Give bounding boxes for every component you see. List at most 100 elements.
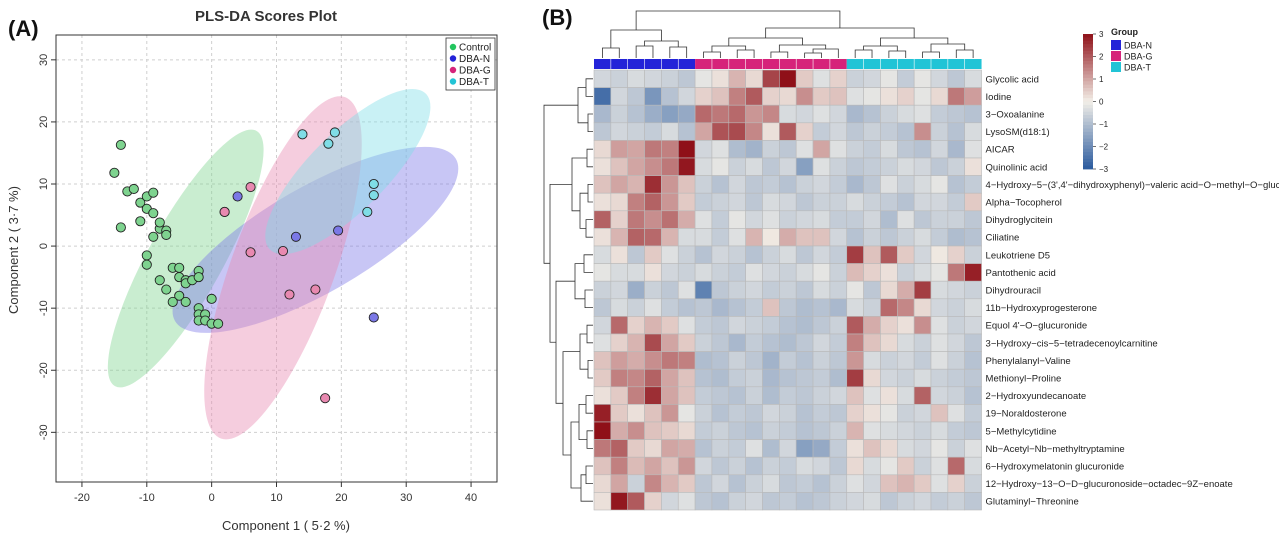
heatmap-cell [661,210,679,229]
heatmap-cell [694,228,713,247]
heatmap-cell [964,439,982,458]
heatmap-cell [627,439,645,458]
y-tick-label: 30 [38,54,50,66]
row-label: Glycolic acid [986,74,1039,85]
heatmap-cell [930,298,949,317]
heatmap-cell [947,316,965,335]
point-control [193,272,204,283]
heatmap-cell [930,210,949,229]
heatmap-cell [829,69,848,88]
dendrogram-branch [586,430,593,449]
heatmap-cell [913,421,932,440]
heatmap-cell [880,245,898,264]
heatmap-cell [728,492,746,511]
heatmap-cell [863,316,881,335]
heatmap-cell [661,263,679,282]
heatmap-cell [795,228,814,247]
heatmap-cell [644,439,662,458]
heatmap-cell [745,368,763,388]
heatmap-cell [846,192,864,212]
heatmap-cell [694,298,713,317]
heatmap-cell [694,140,713,159]
heatmap-cell [644,122,662,141]
heatmap-cell [745,263,763,282]
heatmap-cell [863,474,881,493]
heatmap-cell [930,69,949,88]
heatmap-cell [694,263,713,282]
heatmap-cell [593,122,612,141]
color-scale-step [1083,64,1093,69]
dendrogram-branch [577,87,588,124]
heatmap-cell [728,175,746,194]
row-label: LysoSM(d18:1) [986,127,1050,138]
heatmap-cell [947,421,965,440]
heatmap-cell [795,404,814,423]
heatmap-cell [644,404,662,423]
heatmap-cell [812,439,831,458]
heatmap-cell [779,404,797,423]
heatmap-cell [779,69,797,88]
heatmap-cell [829,492,848,511]
heatmap-cell [661,386,679,405]
heatmap-cell [610,87,628,106]
heatmap-cell [795,386,814,405]
heatmap-cell [880,175,898,194]
heatmap-cell [745,104,763,124]
heatmap-cell [661,87,679,106]
heatmap-cell [896,386,915,405]
heatmap-cell [728,104,746,124]
heatmap-cell [812,474,831,493]
x-tick-label: -10 [139,492,155,504]
heatmap-cell [863,87,881,106]
heatmap-cell [627,210,645,229]
heatmap-cell [728,192,746,212]
heatmap-cell [745,280,763,300]
point-dba-g [310,284,321,295]
color-scale-step [1083,135,1093,140]
heatmap-cell [880,368,898,388]
heatmap-cell [896,456,915,476]
heatmap-cell [627,263,645,282]
heatmap-cell [896,404,915,423]
heatmap-cell [644,474,662,493]
dendrogram-branch [587,360,593,379]
heatmap-cell [880,333,898,352]
heatmap-cell [677,210,696,229]
heatmap-cell [779,368,797,388]
heatmap-cell [745,351,763,370]
row-label: 4−Hydroxy−5−(3',4'−dihydroxyphenyl)−vale… [986,180,1279,191]
heatmap-cell [610,245,628,264]
heatmap-cell [896,474,915,493]
group-legend-swatch [1111,51,1121,61]
heatmap-cell [627,474,645,493]
color-scale-label: 3 [1099,30,1104,39]
heatmap-cell [880,157,898,176]
heatmap-cell [913,122,932,141]
heatmap-cell [711,368,730,388]
heatmap-cell [913,228,932,247]
color-scale-step [1083,101,1093,106]
heatmap-cell [593,474,612,493]
legend-marker [449,66,457,74]
heatmap-cell [947,492,965,511]
x-tick-label: -20 [74,492,90,504]
heatmap-cell [762,280,780,300]
heatmap-cell [829,404,848,423]
heatmap-cell [677,228,696,247]
heatmap-cell [913,351,932,370]
heatmap-cell [728,456,746,476]
heatmap-cell [846,104,864,124]
heatmap-cell [964,492,982,511]
heatmap-cell [947,351,965,370]
color-scale-step [1083,54,1093,59]
heatmap-cell [610,69,628,88]
heatmap-cell [728,368,746,388]
heatmap-cell [913,210,932,229]
heatmap-cell [593,333,612,352]
heatmap-cell [863,210,881,229]
point-dba-t [323,138,334,149]
heatmap-cell [863,421,881,440]
heatmap-cell [593,210,612,229]
heatmap-cell [863,245,881,264]
heatmap-cell [728,316,746,335]
